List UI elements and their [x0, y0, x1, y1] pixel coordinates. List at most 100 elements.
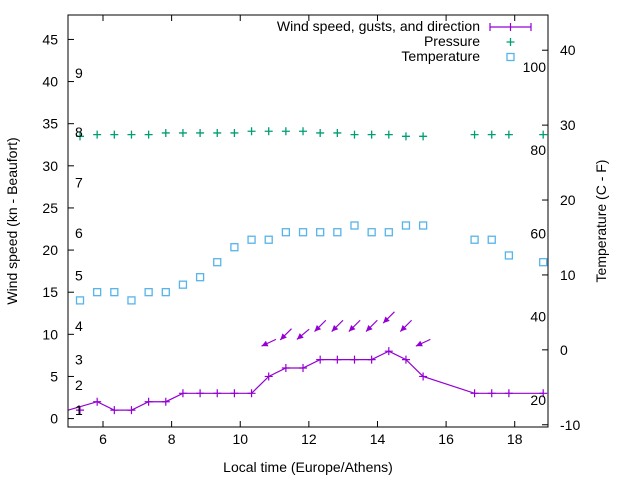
wind-speed-point: [419, 372, 428, 381]
wind-speed-line: [67, 350, 544, 411]
pressure-point: [93, 130, 102, 139]
pressure-point: [350, 130, 359, 139]
temperature-point: [161, 288, 170, 297]
temperature-point: [264, 235, 273, 244]
temperature-point: [195, 273, 205, 282]
x-tick-label: 16: [438, 431, 454, 447]
pressure-point: [316, 128, 325, 137]
legend-pressure-sample: [506, 38, 515, 46]
arrow-head: [261, 340, 269, 347]
wind-speed-point: [539, 389, 548, 398]
fahrenheit-label: 40: [530, 309, 546, 325]
pressure-point: [299, 127, 308, 136]
y-tick-label: 0: [50, 411, 58, 427]
pressure-point: [333, 128, 342, 137]
wind-direction-arrow: [296, 328, 310, 340]
wind-direction-arrow: [314, 319, 327, 332]
wind-speed-point: [178, 389, 187, 398]
x-axis-label: Local time (Europe/Athens): [223, 459, 393, 475]
pressure-point: [487, 130, 496, 139]
wind-direction-arrow: [415, 338, 431, 347]
temperature-point: [367, 228, 376, 237]
pressure-point: [264, 127, 273, 136]
pressure-point: [384, 130, 393, 139]
beaufort-label: 1: [75, 402, 83, 418]
arrow-head: [314, 324, 322, 332]
beaufort-label: 6: [75, 225, 83, 241]
wind-speed-point: [247, 389, 256, 398]
y-axis-label: Wind speed (kn - Beaufort): [4, 137, 20, 304]
temperature-point: [401, 221, 411, 230]
temperature-point: [281, 228, 291, 237]
x-tick-label: 6: [99, 431, 107, 447]
arrow-head: [331, 324, 339, 332]
x-tick-label: 8: [168, 431, 176, 447]
wind-speed-point: [504, 389, 513, 398]
y-tick-label: 15: [42, 284, 58, 300]
y-tick-label: 30: [42, 158, 58, 174]
pressure-point: [196, 128, 205, 137]
temperature-point: [350, 221, 359, 230]
fahrenheit-label: 100: [523, 59, 547, 75]
wind-direction-arrow: [279, 328, 292, 341]
temperature-point: [504, 251, 514, 260]
temperature-point: [487, 235, 496, 244]
temperature-point: [213, 258, 222, 267]
pressure-point: [281, 127, 290, 136]
pressure-point: [247, 127, 256, 136]
arrow-head: [348, 324, 356, 332]
pressure-point: [504, 130, 513, 139]
pressure-point: [230, 128, 239, 137]
legend-temperature-label: Temperature: [401, 48, 480, 64]
wind-speed-point: [401, 355, 410, 364]
wind-speed-point: [127, 406, 136, 415]
wind-speed-point: [384, 347, 393, 356]
pressure-point: [213, 128, 222, 137]
temperature-point: [298, 228, 308, 237]
arrow-head: [280, 333, 287, 340]
wind-speed-point: [230, 389, 239, 398]
temperature-point: [230, 243, 239, 252]
temperature-point: [144, 288, 153, 297]
legend-wind-sample: [489, 23, 532, 31]
wind-speed-point: [487, 389, 496, 398]
pressure-point: [161, 128, 170, 137]
temperature-point: [384, 228, 393, 237]
beaufort-label: 2: [75, 377, 83, 393]
wind-speed-point: [76, 406, 85, 415]
beaufort-label: 3: [75, 352, 83, 368]
y-tick-label: 10: [42, 326, 58, 342]
wind-speed-point: [281, 364, 290, 373]
wind-speed-point: [196, 389, 205, 398]
pressure-point: [401, 132, 410, 141]
y-tick-label: 25: [42, 200, 58, 216]
y2-tick-label: 20: [560, 192, 576, 208]
wind-direction-arrow: [348, 319, 361, 332]
beaufort-label: 4: [75, 318, 83, 334]
y2-tick-label: 0: [560, 342, 568, 358]
y-tick-label: 40: [42, 74, 58, 90]
temperature-point: [75, 296, 85, 305]
y2-tick-label: 10: [560, 267, 576, 283]
wind-speed-point: [367, 355, 376, 364]
y-tick-label: 35: [42, 116, 58, 132]
beaufort-label: 5: [75, 267, 83, 283]
temperature-point: [418, 221, 428, 230]
wind-speed-point: [93, 397, 102, 406]
y-tick-label: 45: [42, 31, 58, 47]
wind-speed-point: [470, 389, 479, 398]
temperature-point: [247, 235, 256, 244]
pressure-point: [76, 132, 85, 141]
pressure-point: [178, 128, 187, 137]
x-tick-label: 10: [232, 431, 248, 447]
x-tick-label: 12: [301, 431, 317, 447]
y-tick-label: 5: [50, 368, 58, 384]
wind-speed-point: [299, 364, 308, 373]
wind-direction-arrow: [399, 319, 413, 332]
beaufort-label: 9: [75, 65, 83, 81]
pressure-point: [470, 130, 479, 139]
wind-speed-point: [110, 406, 119, 415]
legend: Wind speed, gusts, and direction Pressur…: [277, 18, 532, 64]
pressure-point: [110, 130, 119, 139]
